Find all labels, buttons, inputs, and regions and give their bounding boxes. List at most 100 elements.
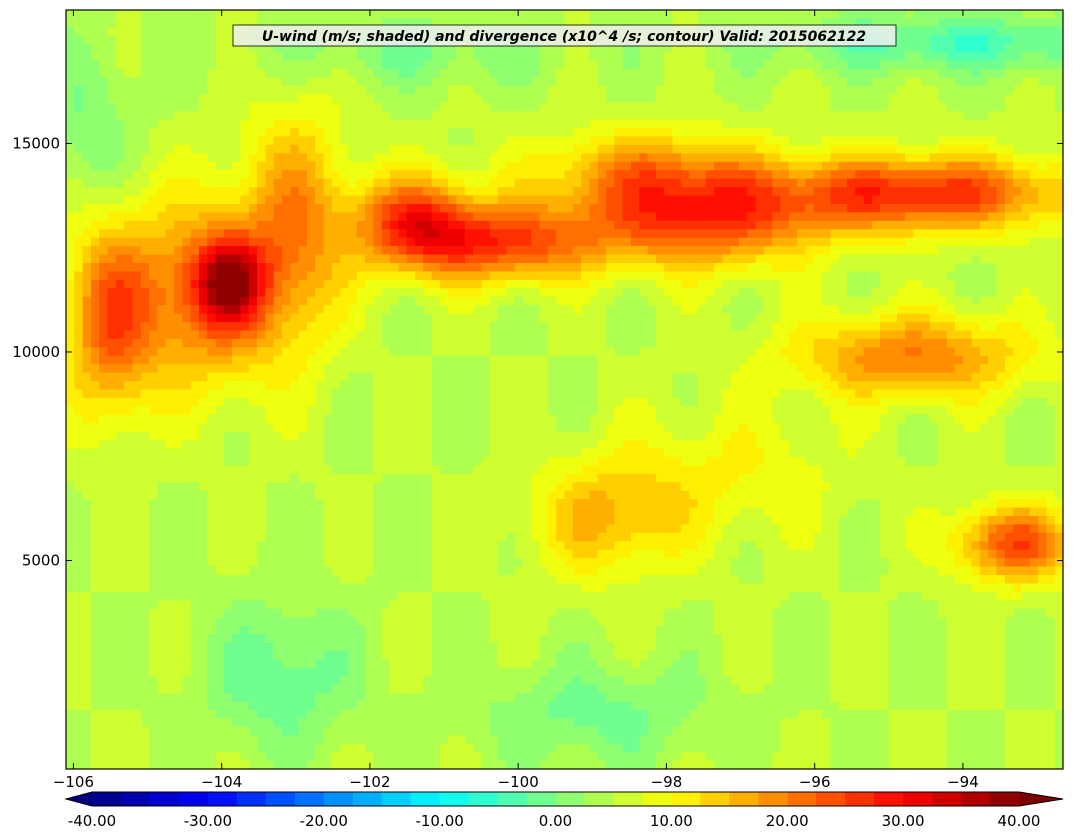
heatmap-cell <box>107 288 117 298</box>
heatmap-cell <box>880 288 890 298</box>
heatmap-cell <box>780 94 790 104</box>
heatmap-cell <box>672 296 682 306</box>
heatmap-cell <box>614 178 624 188</box>
heatmap-cell <box>747 161 757 171</box>
heatmap-cell <box>448 136 458 146</box>
heatmap-cell <box>506 288 516 298</box>
heatmap-cell <box>223 220 233 230</box>
heatmap-cell <box>979 60 989 70</box>
heatmap-cell <box>738 330 748 340</box>
heatmap-cell <box>489 305 499 315</box>
heatmap-cell <box>863 52 873 62</box>
heatmap-cell <box>140 212 150 222</box>
heatmap-cell <box>647 263 657 273</box>
heatmap-cell <box>780 153 790 163</box>
heatmap-cell <box>830 102 840 112</box>
heatmap-cell <box>265 77 275 87</box>
heatmap-cell <box>1004 279 1014 289</box>
heatmap-cell <box>921 271 931 281</box>
heatmap-cell <box>240 263 250 273</box>
heatmap-cell <box>107 10 117 20</box>
heatmap-cell <box>531 102 541 112</box>
heatmap-cell <box>979 313 989 323</box>
heatmap-cell <box>946 102 956 112</box>
heatmap-cell <box>215 330 225 340</box>
heatmap-cell <box>738 254 748 264</box>
heatmap-cell <box>572 212 582 222</box>
heatmap-cell <box>680 271 690 281</box>
heatmap-cell <box>639 237 649 247</box>
heatmap-cell <box>1013 254 1023 264</box>
heatmap-cell <box>223 26 233 36</box>
heatmap-cell <box>431 347 441 357</box>
heatmap-cell <box>248 69 258 79</box>
heatmap-cell <box>738 229 748 239</box>
heatmap-cell <box>82 254 92 264</box>
heatmap-cell <box>390 85 399 95</box>
heatmap-cell <box>697 195 707 205</box>
heatmap-cell <box>705 178 715 188</box>
heatmap-cell <box>398 263 408 273</box>
heatmap-cell <box>996 153 1006 163</box>
heatmap-cell <box>348 128 358 138</box>
heatmap-cell <box>431 136 441 146</box>
heatmap-cell <box>198 77 208 87</box>
heatmap-cell <box>855 10 865 20</box>
heatmap-cell <box>149 187 158 197</box>
heatmap-cell <box>190 355 200 365</box>
heatmap-cell <box>157 170 167 180</box>
heatmap-cell <box>531 338 541 348</box>
heatmap-cell <box>581 170 591 180</box>
heatmap-cell <box>755 178 765 188</box>
heatmap-cell <box>1029 10 1039 20</box>
heatmap-cell <box>381 355 391 365</box>
heatmap-cell <box>140 355 150 365</box>
heatmap-cell <box>282 237 291 247</box>
heatmap-cell <box>755 161 765 171</box>
heatmap-cell <box>1054 52 1063 62</box>
heatmap-cell <box>174 161 183 171</box>
heatmap-cell <box>647 203 657 213</box>
heatmap-cell <box>606 10 615 20</box>
heatmap-cell <box>763 305 773 315</box>
heatmap-cell <box>431 279 441 289</box>
heatmap-cell <box>1004 111 1014 121</box>
heatmap-cell <box>514 69 524 79</box>
heatmap-cell <box>1004 43 1014 53</box>
heatmap-cell <box>855 170 865 180</box>
heatmap-cell <box>1054 187 1063 197</box>
heatmap-cell <box>647 178 657 188</box>
heatmap-cell <box>140 35 150 45</box>
heatmap-cell <box>954 77 964 87</box>
heatmap-cell <box>672 288 682 298</box>
heatmap-cell <box>107 212 117 222</box>
heatmap-cell <box>772 246 782 256</box>
heatmap-cell <box>149 203 158 213</box>
heatmap-cell <box>423 85 433 95</box>
heatmap-cell <box>730 52 740 62</box>
heatmap-cell <box>473 187 483 197</box>
heatmap-cell <box>90 69 100 79</box>
heatmap-cell <box>722 128 732 138</box>
heatmap-cell <box>747 187 757 197</box>
heatmap-cell <box>315 144 325 154</box>
heatmap-cell <box>689 18 699 28</box>
heatmap-cell <box>473 69 483 79</box>
heatmap-cell <box>971 330 981 340</box>
heatmap-cell <box>373 111 383 121</box>
heatmap-cell <box>132 330 142 340</box>
heatmap-cell <box>223 170 233 180</box>
heatmap-cell <box>423 229 433 239</box>
heatmap-cell <box>589 144 599 154</box>
heatmap-cell <box>473 161 483 171</box>
heatmap-cell <box>522 229 532 239</box>
heatmap-cell <box>323 60 333 70</box>
heatmap-cell <box>1029 111 1039 121</box>
heatmap-cell <box>564 322 574 332</box>
heatmap-cell <box>373 128 383 138</box>
heatmap-cell <box>1038 18 1047 28</box>
heatmap-cell <box>531 161 541 171</box>
heatmap-cell <box>572 52 582 62</box>
heatmap-cell <box>90 43 100 53</box>
heatmap-cell <box>614 313 624 323</box>
